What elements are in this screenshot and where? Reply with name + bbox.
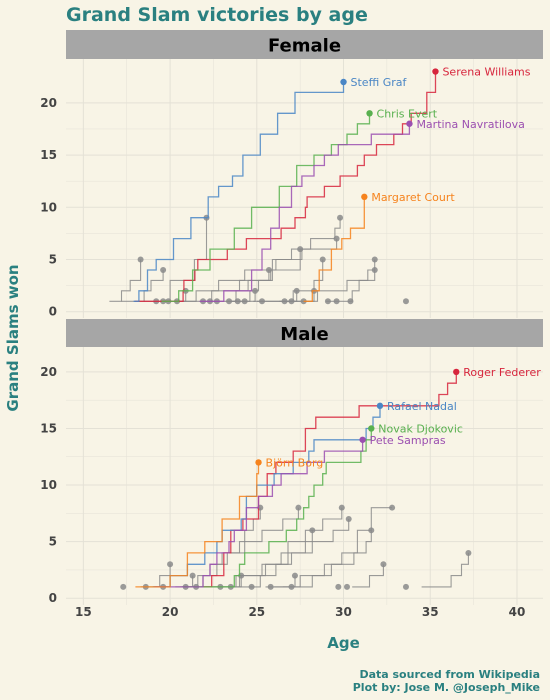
y-axis-label: Grand Slams won bbox=[4, 264, 22, 411]
series-point-other bbox=[309, 527, 315, 533]
series-point-other bbox=[288, 584, 294, 590]
series-point-other bbox=[266, 267, 272, 273]
series-point-margaret-court bbox=[361, 194, 367, 200]
series-line-other bbox=[226, 249, 301, 301]
series-point-other bbox=[160, 267, 166, 273]
series-point-chris-evert bbox=[366, 110, 372, 116]
y-tick-label: 15 bbox=[40, 148, 57, 162]
facet-label-male: Male bbox=[280, 324, 328, 345]
series-line-martina-navratilova bbox=[200, 124, 410, 301]
series-point-steffi-graf bbox=[340, 79, 346, 85]
series-point-other bbox=[347, 298, 353, 304]
y-tick-label: 20 bbox=[40, 365, 57, 379]
series-point-other bbox=[403, 298, 409, 304]
series-point-other bbox=[380, 561, 386, 567]
series-label-rafael-nadal: Rafael Nadal bbox=[387, 400, 457, 413]
series-point-other bbox=[249, 584, 255, 590]
series-point-other bbox=[389, 505, 395, 511]
caption: Data sourced from Wikipedia Plot by: Jos… bbox=[353, 668, 540, 694]
series-point-other bbox=[372, 267, 378, 273]
series-point-serena-williams bbox=[432, 68, 438, 74]
series-point-martina-navratilova bbox=[406, 121, 412, 127]
series-line-other bbox=[283, 530, 372, 587]
series-line-other bbox=[238, 530, 313, 587]
series-point-other bbox=[335, 584, 341, 590]
series-point-other bbox=[334, 236, 340, 242]
series-point-other bbox=[190, 573, 196, 579]
series-label-steffi-graf: Steffi Graf bbox=[351, 76, 408, 89]
series-point-novak-djokovic bbox=[368, 425, 374, 431]
x-tick-label: 30 bbox=[335, 605, 352, 619]
series-point-other bbox=[282, 298, 288, 304]
y-tick-label: 0 bbox=[49, 591, 57, 605]
series-point-other bbox=[325, 298, 331, 304]
series-point-other bbox=[120, 584, 126, 590]
y-tick-label: 10 bbox=[40, 200, 57, 214]
series-label-martina-navratilova: Martina Navratilova bbox=[416, 118, 524, 131]
y-tick-label: 15 bbox=[40, 421, 57, 435]
series-point-other bbox=[242, 298, 248, 304]
series-point-other bbox=[252, 288, 258, 294]
series-point-other bbox=[320, 257, 326, 263]
series-point-bj-rn-borg bbox=[255, 459, 261, 465]
y-tick-label: 20 bbox=[40, 96, 57, 110]
series-point-other bbox=[235, 298, 241, 304]
series-point-other bbox=[288, 298, 294, 304]
series-point-other bbox=[403, 584, 409, 590]
series-point-other bbox=[268, 584, 274, 590]
series-point-other bbox=[346, 516, 352, 522]
series-point-other bbox=[368, 527, 374, 533]
series-point-other bbox=[259, 298, 265, 304]
caption-author: Plot by: Jose M. @Joseph_Mike bbox=[353, 681, 540, 694]
series-point-other bbox=[226, 298, 232, 304]
series-line-other bbox=[213, 576, 241, 587]
series-line-other bbox=[109, 260, 140, 302]
series-point-other bbox=[294, 288, 300, 294]
series-label-bj-rn-borg: Björn Borg bbox=[266, 456, 324, 469]
series-point-other bbox=[334, 298, 340, 304]
series-point-other bbox=[292, 573, 298, 579]
series-line-other bbox=[352, 564, 383, 587]
series-line-other bbox=[266, 508, 393, 587]
series-point-other bbox=[337, 215, 343, 221]
series-point-other bbox=[167, 561, 173, 567]
series-label-pete-sampras: Pete Sampras bbox=[370, 434, 446, 447]
x-tick-label: 35 bbox=[422, 605, 439, 619]
series-point-roger-federer bbox=[453, 369, 459, 375]
x-tick-label: 15 bbox=[75, 605, 92, 619]
series-point-pete-sampras bbox=[359, 437, 365, 443]
facet-label-female: Female bbox=[268, 36, 341, 57]
series-label-roger-federer: Roger Federer bbox=[463, 366, 541, 379]
series-line-other bbox=[141, 564, 171, 587]
y-tick-label: 10 bbox=[40, 478, 57, 492]
y-tick-label: 5 bbox=[49, 253, 57, 267]
caption-source: Data sourced from Wikipedia bbox=[353, 668, 540, 681]
y-tick-label: 5 bbox=[49, 535, 57, 549]
series-point-other bbox=[339, 505, 345, 511]
x-tick-label: 25 bbox=[248, 605, 265, 619]
series-label-margaret-court: Margaret Court bbox=[371, 191, 455, 204]
series-point-other bbox=[372, 257, 378, 263]
x-tick-label: 40 bbox=[509, 605, 526, 619]
series-point-other bbox=[138, 257, 144, 263]
y-tick-label: 0 bbox=[49, 305, 57, 319]
x-axis-label: Age bbox=[327, 634, 360, 652]
series-point-rafael-nadal bbox=[377, 403, 383, 409]
series-point-other bbox=[297, 246, 303, 252]
x-tick-label: 20 bbox=[162, 605, 179, 619]
series-point-other bbox=[465, 550, 471, 556]
series-point-other bbox=[344, 584, 350, 590]
series-label-serena-williams: Serena Williams bbox=[442, 66, 530, 79]
series-point-other bbox=[295, 505, 301, 511]
